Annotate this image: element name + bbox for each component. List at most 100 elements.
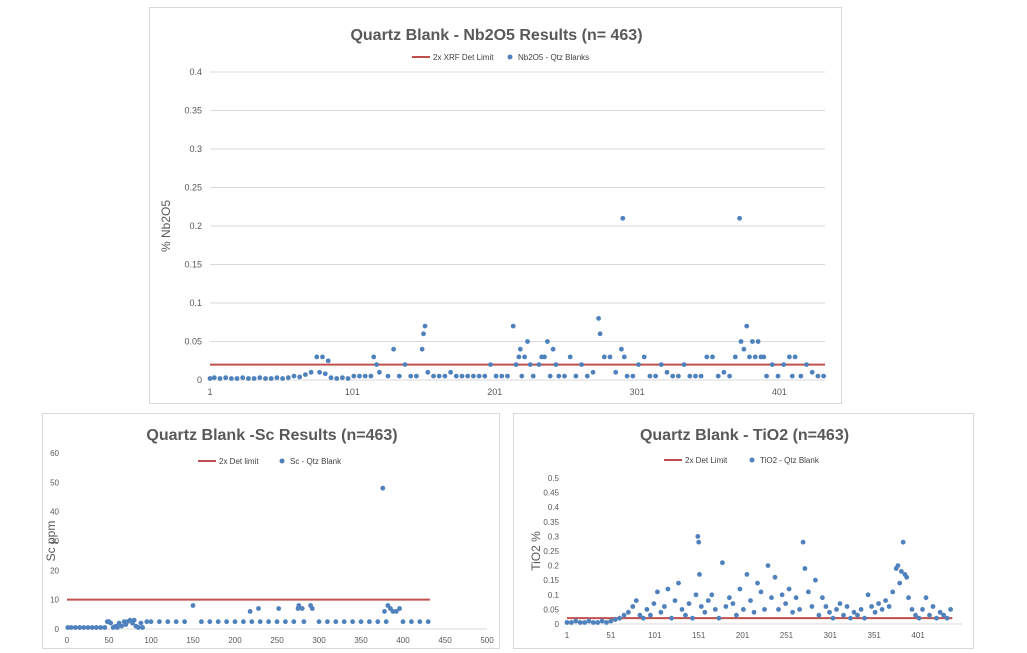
data-point [316, 619, 322, 625]
data-point [686, 601, 692, 606]
y-tick-label: 0.15 [543, 576, 559, 585]
data-point [920, 607, 925, 612]
data-point [716, 615, 722, 621]
data-point [102, 625, 108, 630]
data-point [263, 376, 268, 381]
data-point [599, 618, 605, 624]
chart-title: Quartz Blank - Nb2O5 Results (n= 463) [350, 27, 642, 44]
chart-title: Quartz Blank - TiO2 (n=463) [640, 427, 849, 444]
chart-legend: 2x Det limit Sc - Qtz Blank [198, 457, 342, 466]
data-point [783, 601, 788, 606]
data-point [308, 369, 314, 375]
data-point [720, 560, 725, 566]
data-point [823, 604, 829, 609]
data-point [85, 625, 91, 630]
data-point [876, 601, 881, 606]
data-point [841, 612, 846, 618]
data-point [653, 373, 658, 379]
data-point [268, 376, 274, 381]
y-tick-label: 0.3 [548, 532, 560, 541]
data-point [280, 376, 285, 381]
data-point [266, 619, 271, 625]
data-point [737, 215, 742, 221]
y-tick-label: 0.4 [189, 67, 202, 77]
data-point [821, 373, 826, 379]
x-tick-label: 301 [630, 387, 645, 397]
sc-chart-panel: Quartz Blank -Sc Results (n=463) 2x Det l… [42, 413, 500, 649]
y-tick-label: 0.1 [548, 591, 560, 600]
data-point [453, 373, 459, 379]
legend-line-label: 2x Det limit [219, 457, 259, 466]
data-point [851, 609, 857, 615]
data-point [223, 375, 229, 381]
y-tick-label: 0.45 [543, 489, 559, 498]
data-point [285, 375, 291, 381]
data-point [397, 606, 402, 611]
data-point [391, 346, 396, 352]
data-point [941, 612, 946, 618]
data-point [334, 376, 340, 381]
data-point [217, 376, 223, 381]
y-tick-label: 60 [50, 449, 59, 458]
data-point [923, 595, 929, 601]
data-point [241, 619, 246, 625]
data-point [476, 373, 482, 379]
data-point [900, 539, 906, 545]
data-point [234, 376, 240, 381]
x-tick-label: 51 [606, 631, 615, 640]
y-tick-label: 0 [555, 620, 560, 629]
data-point [930, 604, 936, 609]
data-point [934, 615, 939, 621]
x-tick-label: 101 [345, 387, 360, 397]
data-point [620, 215, 626, 221]
data-point [879, 607, 885, 612]
x-tick-label: 351 [868, 631, 882, 640]
data-point [422, 323, 428, 329]
data-point [465, 373, 471, 379]
data-point [81, 625, 87, 630]
data-point [607, 354, 613, 360]
data-point [948, 607, 953, 612]
data-point [536, 362, 542, 367]
data-point [246, 376, 251, 381]
data-point [690, 615, 695, 621]
data-point [569, 620, 574, 625]
data-point [545, 339, 550, 344]
data-point [806, 589, 811, 595]
data-point [617, 615, 623, 621]
data-point [542, 354, 547, 360]
data-point [530, 373, 536, 379]
data-point [436, 373, 442, 379]
data-point [584, 373, 590, 379]
data-point [297, 374, 303, 380]
data-point [77, 625, 82, 630]
data-point [325, 619, 330, 625]
chart-legend: 2x XRF Det Limit Nb2O5 - Qtz Blanks [412, 53, 589, 62]
tio2-chart: Quartz Blank - TiO2 (n=463) 2x Det Limit T… [529, 427, 962, 640]
data-point [655, 589, 660, 595]
data-point [698, 373, 704, 379]
data-point [855, 612, 860, 618]
y-tick-label: 0.4 [548, 503, 560, 512]
x-tick-label: 201 [487, 387, 502, 397]
x-tick-label: 401 [772, 387, 787, 397]
data-point [644, 607, 650, 612]
data-point [562, 373, 567, 379]
data-point [291, 619, 297, 625]
data-point [247, 609, 253, 614]
data-point [140, 625, 145, 630]
data-point [136, 625, 141, 630]
data-point [727, 595, 732, 601]
data-point [752, 354, 758, 360]
data-point [505, 373, 510, 379]
data-point [765, 563, 771, 568]
data-point [895, 563, 901, 568]
y-tick-label: 0.5 [548, 474, 560, 483]
data-point [375, 619, 381, 625]
data-point [890, 589, 896, 595]
data-point [299, 606, 305, 611]
data-point [396, 373, 402, 379]
data-point [662, 604, 667, 609]
data-point [224, 619, 230, 625]
x-tick-label: 350 [354, 636, 368, 645]
